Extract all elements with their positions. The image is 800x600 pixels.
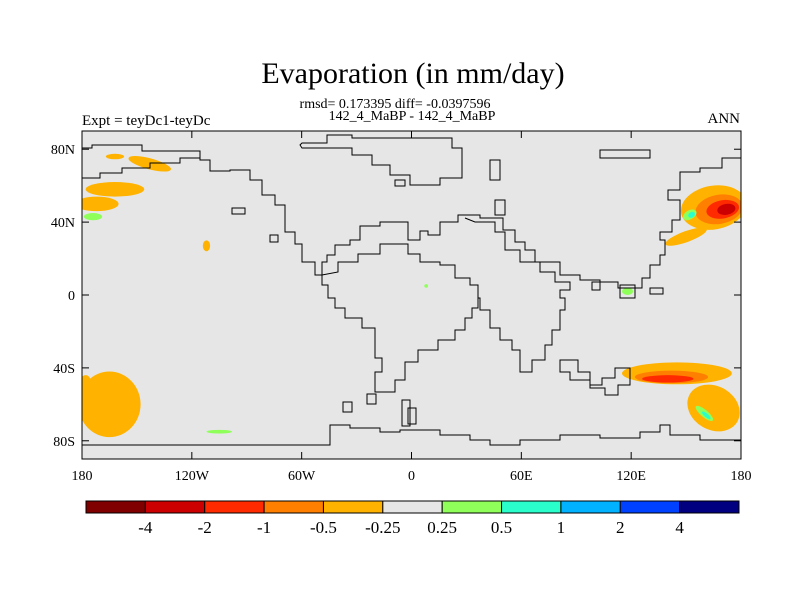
map-subtitle: 142_4_MaBP - 142_4_MaBP xyxy=(329,109,496,124)
coastline-greenland xyxy=(299,134,463,186)
colorbar-label: -1 xyxy=(257,518,271,537)
x-tick-label: 60E xyxy=(510,469,533,484)
colorbar-label: 2 xyxy=(616,518,625,537)
colorbar-label: 1 xyxy=(557,518,566,537)
left-label: Expt = teyDc1-teyDc xyxy=(82,113,211,129)
field-contour xyxy=(717,203,736,215)
field-contour xyxy=(665,227,707,246)
evaporation-field xyxy=(82,153,741,438)
colorbar-swatch xyxy=(679,500,740,514)
coastline-south-america xyxy=(321,243,479,393)
coastline-africa xyxy=(464,217,571,373)
colorbar-swatch xyxy=(204,500,265,514)
field-contour xyxy=(687,384,740,432)
colorbar-label: 0.25 xyxy=(427,518,457,537)
colorbar-label: 0.5 xyxy=(491,518,512,537)
field-contour xyxy=(424,284,428,288)
x-tick-label: 180 xyxy=(731,469,752,484)
y-tick-label: 40S xyxy=(53,362,75,377)
stats-text: rmsd= 0.173395 diff= -0.0397596 xyxy=(300,97,491,112)
field-contour xyxy=(82,375,92,390)
colorbar-swatch xyxy=(441,500,503,514)
colorbar-swatch xyxy=(382,500,443,514)
map-axes: 180 120W 60W 0 60E 120E 180 80N 40N 0 40S 80S xyxy=(51,131,752,484)
field-contour xyxy=(82,371,141,438)
colorbar-label: -2 xyxy=(198,518,212,537)
map-title: Evaporation (in mm/day) xyxy=(261,57,564,90)
field-contour xyxy=(105,153,125,160)
field-contour xyxy=(206,429,233,434)
colorbar-label: -4 xyxy=(138,518,153,537)
field-contour xyxy=(82,196,119,212)
coastline-australia xyxy=(559,359,631,396)
x-tick-label: 0 xyxy=(408,469,415,484)
colorbar-label: -0.5 xyxy=(310,518,337,537)
coastline-north-america-eurasia-arctic xyxy=(82,144,741,289)
coastline-antarctica xyxy=(82,424,741,446)
colorbar-swatch xyxy=(144,500,206,514)
field-contour xyxy=(688,211,696,218)
field-contour xyxy=(642,375,694,383)
colorbar-label: 4 xyxy=(675,518,684,537)
colorbar-label: -0.25 xyxy=(365,518,400,537)
x-tick-label: 120E xyxy=(616,469,646,484)
y-tick-label: 80N xyxy=(51,143,75,158)
right-label: ANN xyxy=(708,111,741,127)
colorbar-swatch xyxy=(501,500,562,514)
colorbar-swatch xyxy=(322,500,384,514)
coastline-islands xyxy=(231,149,664,427)
y-tick-label: 40N xyxy=(51,216,75,231)
colorbar-swatch xyxy=(85,500,146,514)
field-contour xyxy=(701,411,711,420)
colorbar: -4 -2 -1 -0.5 -0.25 0.25 0.5 1 2 4 xyxy=(85,500,740,537)
field-contour xyxy=(85,182,145,197)
y-tick-label: 80S xyxy=(53,435,75,450)
x-tick-label: 180 xyxy=(72,469,93,484)
field-contour xyxy=(622,287,633,295)
x-tick-label: 60W xyxy=(288,469,316,484)
map-background xyxy=(82,131,741,459)
x-tick-label: 120W xyxy=(175,469,210,484)
field-contour xyxy=(83,213,103,221)
field-contour xyxy=(202,240,211,252)
colorbar-swatch xyxy=(263,500,324,514)
y-tick-label: 0 xyxy=(68,289,75,304)
coastlines xyxy=(82,134,741,446)
colorbar-swatch xyxy=(560,500,621,514)
colorbar-swatch xyxy=(619,500,681,514)
